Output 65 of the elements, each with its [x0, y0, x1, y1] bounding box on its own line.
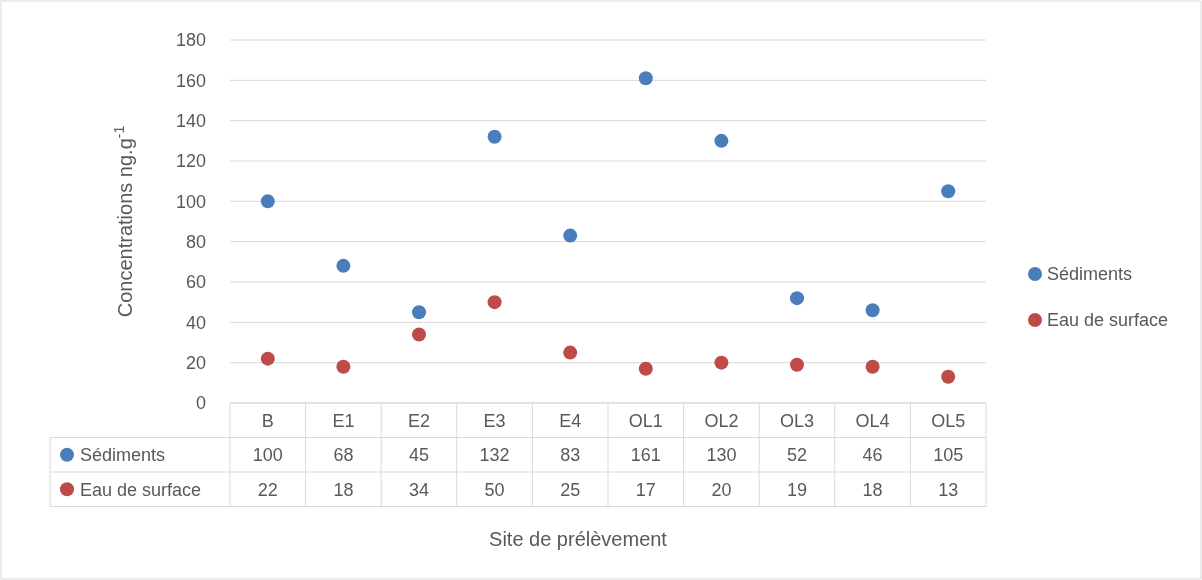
x-tick-label: OL1	[628, 410, 663, 431]
data-label: 19	[786, 479, 808, 500]
data-label: 34	[408, 479, 430, 500]
data-label: 105	[933, 445, 964, 466]
data-label: 83	[560, 445, 581, 466]
y-tick-label: 180	[175, 30, 206, 51]
point	[790, 357, 804, 372]
point	[487, 295, 502, 310]
x-axis-title: Site de prélèvement	[489, 528, 668, 550]
point	[563, 228, 578, 243]
data-label: 18	[862, 479, 883, 500]
x-tick-label: E2	[407, 410, 431, 431]
point	[412, 327, 426, 342]
data-label: 18	[333, 479, 354, 500]
x-tick-label: E1	[332, 410, 355, 431]
data-label: 13	[938, 479, 959, 500]
point	[487, 129, 502, 144]
x-tick-label: OL4	[855, 410, 890, 431]
data-label: 52	[786, 445, 808, 466]
point	[790, 291, 804, 306]
data-label: 68	[333, 445, 354, 466]
point	[941, 369, 956, 384]
y-tick-label: 140	[175, 110, 206, 131]
y-tick-label: 160	[175, 70, 206, 91]
point	[714, 133, 729, 148]
text: Sédiments	[80, 445, 166, 466]
data-label: 130	[706, 445, 737, 466]
point	[336, 359, 351, 374]
x-tick-label: E3	[483, 410, 506, 431]
data-label: 45	[408, 445, 430, 466]
y-tick-label: 60	[185, 272, 206, 293]
text: Eau de surface	[80, 479, 202, 500]
data-label: 132	[479, 445, 510, 466]
point	[941, 184, 956, 199]
point	[638, 361, 653, 376]
data-label: 50	[484, 479, 505, 500]
y-tick-label: 20	[185, 352, 206, 373]
point	[260, 351, 275, 366]
legend-label: Eau de surface	[1047, 310, 1169, 331]
x-tick-label: E4	[559, 410, 582, 431]
data-label: 22	[257, 479, 278, 500]
point	[260, 194, 275, 209]
data-label: 20	[711, 479, 732, 500]
point	[638, 71, 653, 86]
data-label: 17	[635, 479, 656, 500]
point	[865, 303, 880, 318]
x-tick-label: OL5	[931, 410, 966, 431]
point	[563, 345, 578, 360]
y-tick-label: 40	[185, 312, 206, 333]
data-label: 25	[560, 479, 581, 500]
x-tick-label: OL2	[704, 410, 739, 431]
y-tick-label: 100	[175, 191, 206, 212]
data-label: 46	[862, 445, 883, 466]
y-tick-label: 80	[185, 231, 206, 252]
point	[865, 359, 880, 374]
y-tick-label: 0	[195, 393, 206, 414]
data-label: 161	[630, 445, 661, 466]
x-tick-label: B	[261, 410, 274, 431]
legend-label: Sédiments	[1047, 264, 1133, 285]
point	[336, 258, 351, 273]
point	[412, 305, 426, 320]
data-label: 100	[252, 445, 283, 466]
y-tick-label: 120	[175, 151, 206, 172]
x-tick-label: OL3	[779, 410, 815, 431]
point	[714, 355, 729, 370]
